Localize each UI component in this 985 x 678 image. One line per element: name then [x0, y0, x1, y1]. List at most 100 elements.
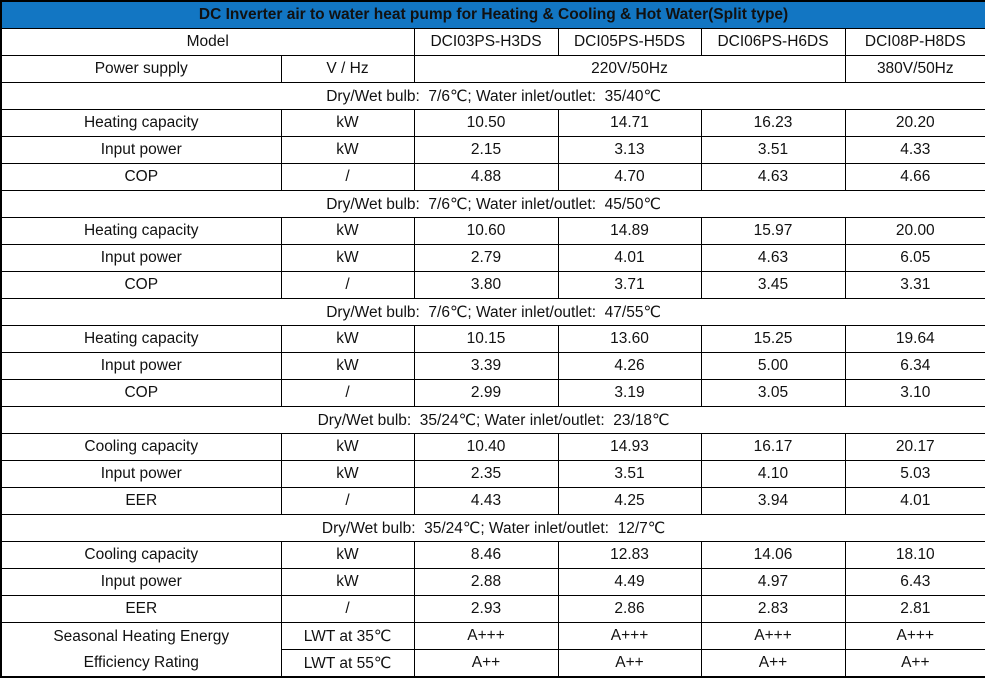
spec-value-cell: 2.81 — [844, 595, 985, 623]
spec-label-cell: Input power — [0, 136, 282, 164]
spec-unit-cell: kW — [280, 136, 415, 164]
spec-value-cell: 16.23 — [700, 109, 846, 137]
spec-value-cell: 13.60 — [557, 325, 702, 353]
spec-unit-cell: kW — [280, 217, 415, 245]
rating-label-cell: Seasonal Heating Energy Efficiency Ratin… — [0, 622, 282, 678]
spec-value-cell: 4.33 — [844, 136, 985, 164]
spec-value-cell: 3.05 — [700, 379, 846, 407]
spec-unit-cell: kW — [280, 109, 415, 137]
model-name-cell: DCI08P-H8DS — [844, 28, 985, 56]
spec-value-cell: 3.13 — [557, 136, 702, 164]
spec-value-cell: 4.49 — [557, 568, 702, 596]
spec-value-cell: 4.43 — [413, 487, 559, 515]
power-supply-unit-cell: V / Hz — [280, 55, 415, 83]
spec-value-cell: 8.46 — [413, 541, 559, 569]
spec-value-cell: 20.00 — [844, 217, 985, 245]
spec-label-cell: Cooling capacity — [0, 541, 282, 569]
spec-value-cell: 2.86 — [557, 595, 702, 623]
spec-label-cell: COP — [0, 271, 282, 299]
rating-value-cell: A+++ — [700, 622, 846, 650]
spec-unit-cell: / — [280, 379, 415, 407]
model-name-cell: DCI05PS-H5DS — [557, 28, 702, 56]
power-supply-220-cell: 220V/50Hz — [413, 55, 846, 83]
spec-value-cell: 5.03 — [844, 460, 985, 488]
spec-value-cell: 14.06 — [700, 541, 846, 569]
rating-value-cell: A++ — [700, 649, 846, 678]
spec-unit-cell: kW — [280, 352, 415, 380]
rating-label-line2: Efficiency Rating — [83, 653, 199, 671]
spec-value-cell: 3.71 — [557, 271, 702, 299]
spec-value-cell: 4.10 — [700, 460, 846, 488]
spec-label-cell: Input power — [0, 244, 282, 272]
spec-value-cell: 4.63 — [700, 244, 846, 272]
rating-value-cell: A+++ — [844, 622, 985, 650]
condition-row-cell: Dry/Wet bulb: 35/24℃; Water inlet/outlet… — [0, 514, 985, 542]
spec-label-cell: COP — [0, 163, 282, 191]
spec-value-cell: 19.64 — [844, 325, 985, 353]
spec-label-cell: Cooling capacity — [0, 433, 282, 461]
spec-value-cell: 4.01 — [557, 244, 702, 272]
model-label-cell: Model — [0, 28, 415, 56]
spec-value-cell: 6.05 — [844, 244, 985, 272]
spec-value-cell: 16.17 — [700, 433, 846, 461]
spec-label-cell: Input power — [0, 460, 282, 488]
spec-value-cell: 10.15 — [413, 325, 559, 353]
spec-value-cell: 3.19 — [557, 379, 702, 407]
rating-lwt-cell: LWT at 35℃ — [280, 622, 415, 650]
spec-label-cell: Heating capacity — [0, 217, 282, 245]
spec-value-cell: 4.97 — [700, 568, 846, 596]
rating-value-cell: A+++ — [413, 622, 559, 650]
spec-unit-cell: kW — [280, 568, 415, 596]
spec-value-cell: 2.15 — [413, 136, 559, 164]
rating-value-cell: A++ — [844, 649, 985, 678]
spec-value-cell: 6.34 — [844, 352, 985, 380]
spec-value-cell: 3.94 — [700, 487, 846, 515]
spec-unit-cell: / — [280, 595, 415, 623]
spec-unit-cell: kW — [280, 460, 415, 488]
spec-value-cell: 4.70 — [557, 163, 702, 191]
spec-unit-cell: kW — [280, 541, 415, 569]
spec-value-cell: 2.79 — [413, 244, 559, 272]
spec-label-cell: Input power — [0, 352, 282, 380]
spec-value-cell: 3.51 — [557, 460, 702, 488]
spec-value-cell: 3.31 — [844, 271, 985, 299]
condition-row-cell: Dry/Wet bulb: 7/6℃; Water inlet/outlet: … — [0, 82, 985, 110]
condition-row-cell: Dry/Wet bulb: 7/6℃; Water inlet/outlet: … — [0, 298, 985, 326]
rating-lwt-cell: LWT at 55℃ — [280, 649, 415, 678]
power-supply-label-cell: Power supply — [0, 55, 282, 83]
spec-value-cell: 12.83 — [557, 541, 702, 569]
spec-value-cell: 4.63 — [700, 163, 846, 191]
spec-value-cell: 2.93 — [413, 595, 559, 623]
spec-label-cell: Heating capacity — [0, 109, 282, 137]
spec-value-cell: 2.88 — [413, 568, 559, 596]
spec-label-cell: EER — [0, 595, 282, 623]
spec-value-cell: 10.50 — [413, 109, 559, 137]
condition-row-cell: Dry/Wet bulb: 7/6℃; Water inlet/outlet: … — [0, 190, 985, 218]
spec-value-cell: 4.25 — [557, 487, 702, 515]
spec-value-cell: 15.25 — [700, 325, 846, 353]
spec-value-cell: 14.89 — [557, 217, 702, 245]
spec-value-cell: 14.71 — [557, 109, 702, 137]
spec-value-cell: 2.99 — [413, 379, 559, 407]
spec-unit-cell: / — [280, 271, 415, 299]
rating-label-line1: Seasonal Heating Energy — [53, 627, 230, 645]
spec-value-cell: 20.17 — [844, 433, 985, 461]
spec-value-cell: 2.35 — [413, 460, 559, 488]
spec-value-cell: 4.66 — [844, 163, 985, 191]
spec-unit-cell: kW — [280, 244, 415, 272]
spec-value-cell: 4.26 — [557, 352, 702, 380]
spec-unit-cell: kW — [280, 325, 415, 353]
model-name-cell: DCI06PS-H6DS — [700, 28, 846, 56]
spec-value-cell: 4.01 — [844, 487, 985, 515]
spec-value-cell: 10.60 — [413, 217, 559, 245]
rating-value-cell: A+++ — [557, 622, 702, 650]
spec-value-cell: 14.93 — [557, 433, 702, 461]
spec-label-cell: COP — [0, 379, 282, 407]
spec-unit-cell: kW — [280, 433, 415, 461]
spec-value-cell: 20.20 — [844, 109, 985, 137]
spec-value-cell: 5.00 — [700, 352, 846, 380]
rating-value-cell: A++ — [557, 649, 702, 678]
spec-unit-cell: / — [280, 163, 415, 191]
spec-value-cell: 3.39 — [413, 352, 559, 380]
